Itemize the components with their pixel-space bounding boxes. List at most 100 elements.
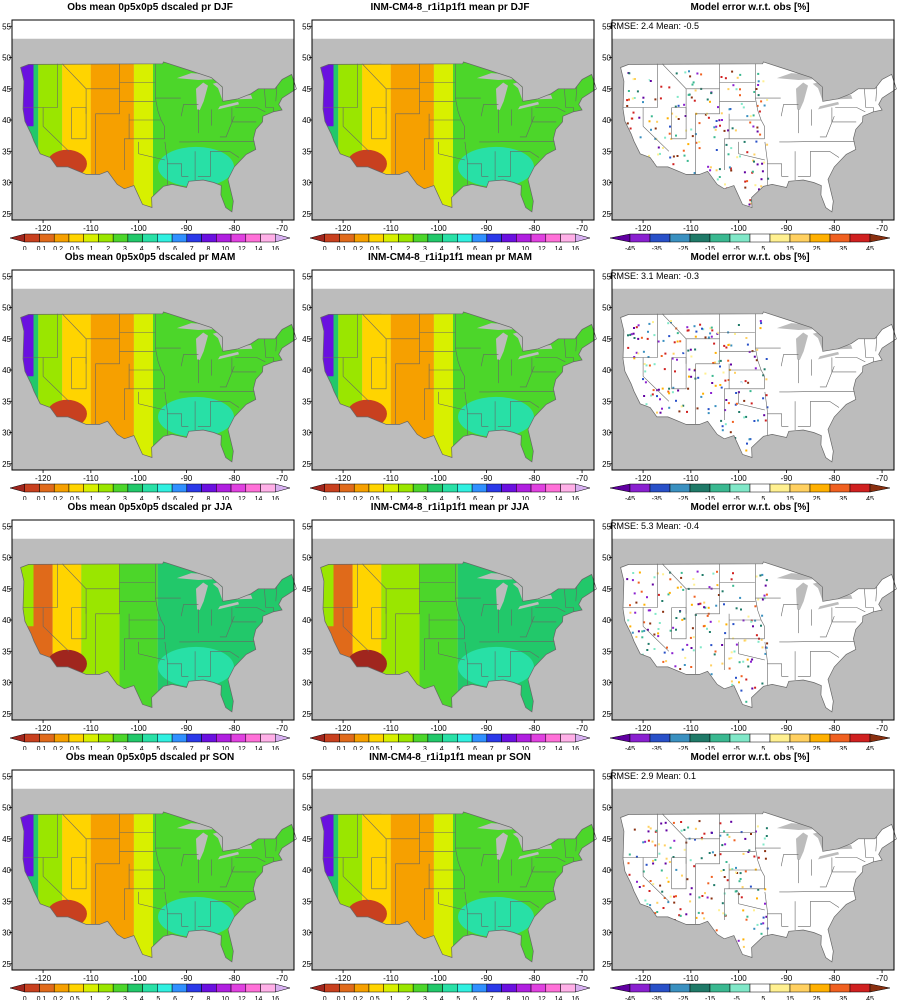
colorbar-cell	[112, 983, 129, 993]
colorbar-cell	[545, 733, 561, 743]
lat-tick-label: 55	[602, 522, 611, 531]
lon-tick-label: -100	[431, 474, 448, 483]
lon-tick-label: -120	[35, 974, 52, 983]
lat-tick-label: 35	[302, 647, 311, 656]
colorbar-tick-label: 4	[440, 496, 444, 500]
colorbar-tick-label: 3	[123, 246, 127, 250]
colorbar-tick-label: 7	[190, 746, 194, 750]
colorbar-tick-label: 0	[23, 496, 27, 500]
lat-tick-label: 50	[602, 54, 611, 63]
colorbar-cell	[230, 483, 247, 493]
colorbar-cell	[83, 983, 99, 993]
colorbar-tick-label: 2	[406, 246, 410, 250]
lat-tick-label: 40	[302, 116, 311, 125]
colorbar-cell	[201, 233, 217, 243]
colorbar-cell	[142, 733, 158, 743]
obs-panel-jja: Obs mean 0p5x0p5 dscaled pr JJA 25 30 35 40 4…	[0, 500, 300, 750]
panel-title: Model error w.r.t. obs [%]	[690, 252, 810, 263]
colorbar-cell	[83, 483, 99, 493]
lon-tick-label: -100	[731, 724, 748, 733]
colorbar-cell	[39, 983, 55, 993]
lat-tick-label: 40	[602, 616, 611, 625]
no-data-band	[312, 270, 594, 289]
lat-tick-label: 55	[302, 272, 311, 281]
colorbar-cell	[260, 233, 276, 243]
panel-title: Model error w.r.t. obs [%]	[690, 752, 810, 763]
lon-tick-label: -70	[576, 974, 588, 983]
colorbar-cell	[516, 483, 532, 493]
lat-tick-label: 25	[2, 460, 11, 469]
colorbar-cell	[427, 483, 443, 493]
colorbar-cell	[609, 983, 631, 993]
lat-tick-label: 30	[602, 179, 611, 188]
country-outline	[20, 811, 297, 963]
lon-tick-label: -90	[481, 724, 493, 733]
colorbar-tick-label: 10	[521, 496, 529, 500]
colorbar-cell	[869, 483, 891, 493]
colorbar-tick-label: 16	[271, 496, 279, 500]
lon-tick-label: -90	[781, 974, 793, 983]
colorbar-cell	[689, 233, 711, 243]
colorbar-cell	[383, 983, 399, 993]
colorbar-tick-label: 16	[571, 996, 579, 1000]
colorbar-cell	[729, 733, 751, 743]
colorbar-tick-label: 0.5	[70, 246, 80, 250]
colorbar-cell	[353, 983, 370, 993]
colorbar-tick-label: 4	[140, 746, 144, 750]
colorbar-cell	[53, 233, 70, 243]
colorbar-cell	[471, 983, 488, 993]
colorbar-tick-label: 0.5	[70, 496, 80, 500]
colorbar-cell	[353, 733, 370, 743]
colorbar-tick-label: 6	[173, 496, 177, 500]
colorbar-tick-label: 12	[238, 496, 246, 500]
lat-tick-label: 25	[2, 960, 11, 969]
colorbar-tick-label: 14	[555, 246, 563, 250]
lon-tick-label: -100	[731, 224, 748, 233]
colorbar-cell	[629, 733, 651, 743]
colorbar-cell	[689, 483, 711, 493]
lon-tick-label: -70	[576, 474, 588, 483]
lat-tick-label: 35	[602, 647, 611, 656]
colorbar-cell	[560, 233, 576, 243]
colorbar-tick-label: 3	[123, 496, 127, 500]
lon-tick-label: -90	[181, 474, 193, 483]
colorbar-tick-label: 5	[156, 996, 160, 1000]
colorbar-cell	[789, 983, 811, 993]
lat-tick-label: 35	[302, 147, 311, 156]
colorbar-cell	[486, 233, 502, 243]
colorbar-cell	[709, 983, 731, 993]
colorbar-tick-label: 12	[238, 246, 246, 250]
lat-tick-label: 55	[2, 272, 11, 281]
colorbar-tick-label: 16	[271, 246, 279, 250]
lon-tick-label: -80	[528, 974, 540, 983]
colorbar-tick-label: 0.2	[53, 746, 63, 750]
country-outline	[620, 811, 897, 963]
colorbar-tick-label: 0.1	[37, 496, 47, 500]
colorbar-tick-label: 7	[490, 496, 494, 500]
colorbar-tick-label: 3	[423, 246, 427, 250]
colorbar-tick-label: 25	[813, 496, 821, 500]
colorbar-tick-label: 6	[173, 746, 177, 750]
country-outline	[320, 561, 597, 713]
colorbar-tick-label: 16	[571, 246, 579, 250]
colorbar-tick-label: 6	[473, 746, 477, 750]
colorbar-cell	[669, 733, 691, 743]
colorbar-tick-label: 45	[866, 496, 874, 500]
lat-tick-label: 50	[602, 804, 611, 813]
colorbar-tick-label: 2	[106, 996, 110, 1000]
lon-tick-label: -90	[181, 974, 193, 983]
colorbar-cell	[245, 733, 261, 743]
map-svg: 25 30 35 40 45 50 55 -120 -110 -100 -90 -80 -70 RMSE:…	[602, 519, 897, 750]
colorbar-cell	[530, 733, 547, 743]
lat-tick-label: 35	[2, 397, 11, 406]
colorbar-cell	[442, 233, 458, 243]
lat-tick-label: 40	[2, 866, 11, 875]
colorbar-cell	[275, 733, 291, 743]
lat-tick-label: 50	[2, 804, 11, 813]
colorbar-tick-label: -5	[734, 746, 740, 750]
colorbar-cell	[186, 233, 202, 243]
colorbar-cell	[24, 483, 40, 493]
colorbar-cell	[649, 483, 671, 493]
lon-tick-label: -90	[781, 474, 793, 483]
colorbar-tick-label: 1	[390, 746, 394, 750]
